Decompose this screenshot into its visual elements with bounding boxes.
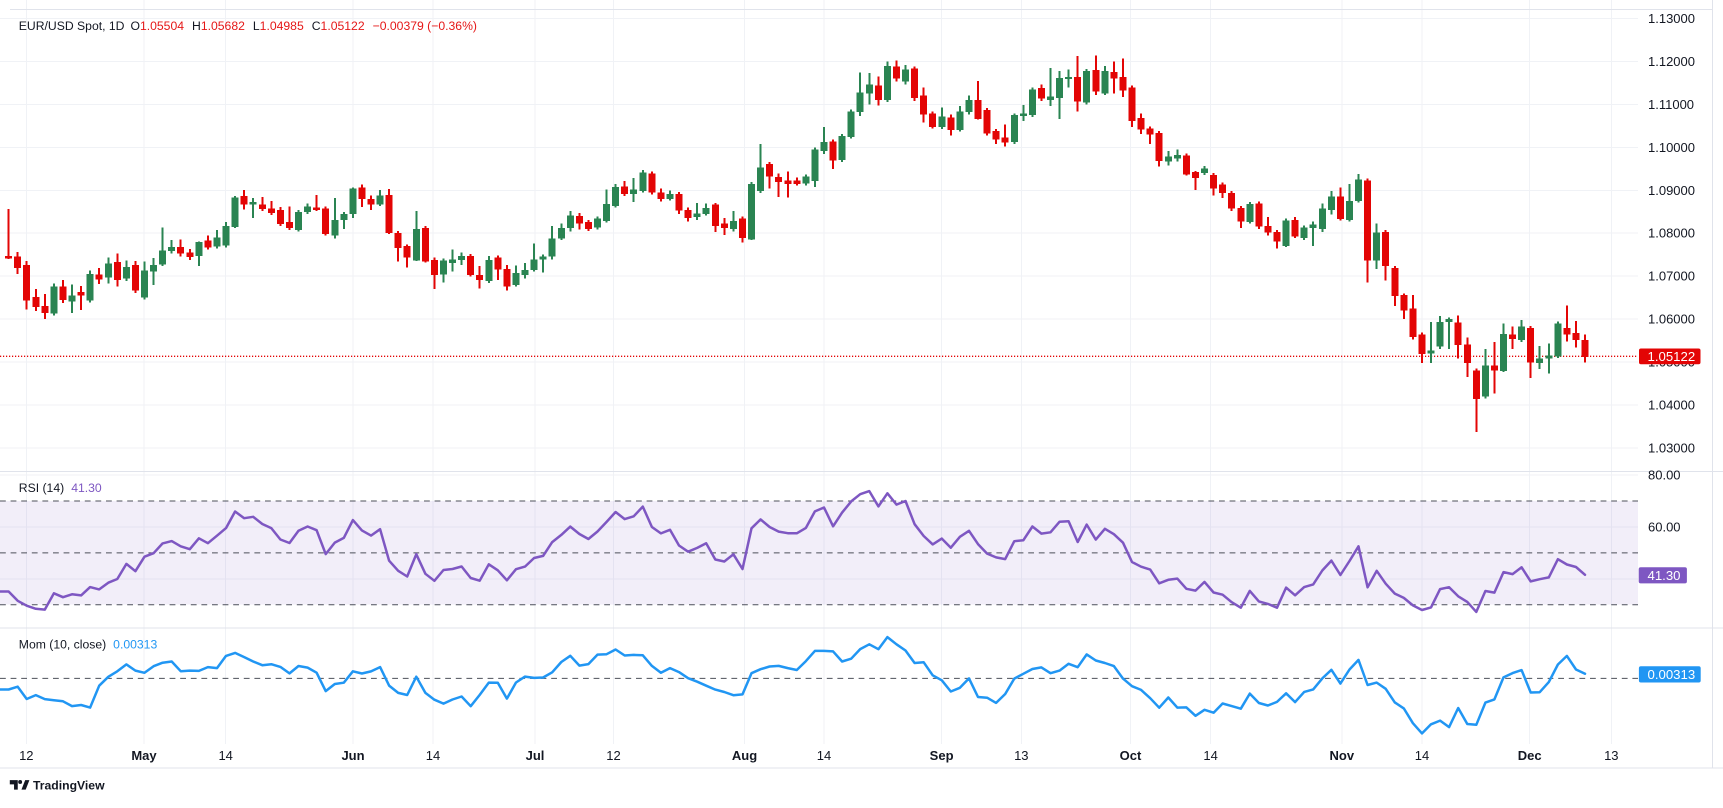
svg-text:1.10000: 1.10000 [1648, 140, 1695, 155]
svg-text:1.06000: 1.06000 [1648, 312, 1695, 327]
svg-text:TradingView: TradingView [33, 779, 105, 793]
svg-text:14: 14 [817, 748, 831, 763]
svg-text:1.08000: 1.08000 [1648, 226, 1695, 241]
svg-text:Oct: Oct [1120, 748, 1142, 763]
svg-text:13: 13 [1604, 748, 1618, 763]
svg-text:1.05122: 1.05122 [1648, 349, 1696, 364]
svg-text:Dec: Dec [1518, 748, 1542, 763]
svg-text:Mom (10, close)0.00313: Mom (10, close) 0.00313 [19, 637, 158, 651]
svg-text:Nov: Nov [1330, 748, 1355, 763]
svg-text:14: 14 [426, 748, 440, 763]
svg-text:1.07000: 1.07000 [1648, 269, 1695, 284]
svg-text:41.30: 41.30 [1648, 568, 1681, 583]
svg-text:1.13000: 1.13000 [1648, 11, 1695, 26]
svg-text:Sep: Sep [930, 748, 954, 763]
svg-text:80.00: 80.00 [1648, 468, 1681, 483]
svg-text:60.00: 60.00 [1648, 519, 1681, 534]
svg-text:1.04000: 1.04000 [1648, 398, 1695, 413]
svg-text:May: May [131, 748, 157, 763]
svg-text:RSI (14)41.30: RSI (14) 41.30 [19, 481, 102, 495]
svg-text:14: 14 [218, 748, 232, 763]
svg-text:12: 12 [606, 748, 620, 763]
svg-text:13: 13 [1014, 748, 1028, 763]
svg-text:12: 12 [19, 748, 33, 763]
svg-text:14: 14 [1415, 748, 1429, 763]
svg-text:1.12000: 1.12000 [1648, 54, 1695, 69]
svg-text:Aug: Aug [732, 748, 757, 763]
svg-text:1.03000: 1.03000 [1648, 440, 1695, 455]
svg-text:Jul: Jul [526, 748, 545, 763]
svg-text:14: 14 [1203, 748, 1217, 763]
svg-text:0.00313: 0.00313 [1648, 667, 1696, 682]
svg-text:1.11000: 1.11000 [1648, 97, 1694, 112]
svg-text:1.09000: 1.09000 [1648, 183, 1695, 198]
svg-text:Jun: Jun [341, 748, 364, 763]
